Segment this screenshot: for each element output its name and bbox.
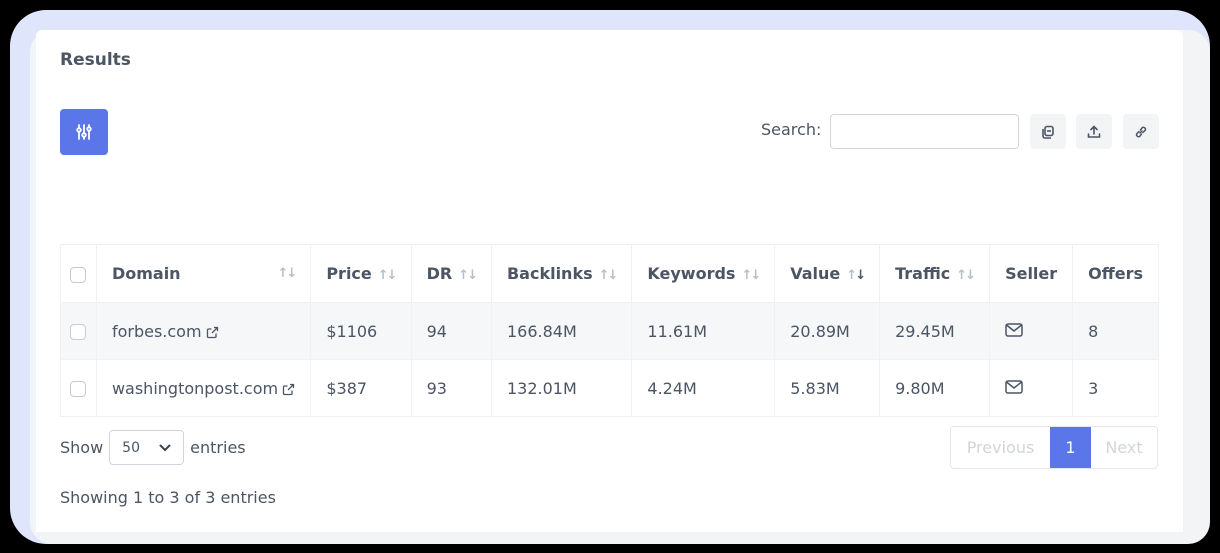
mail-icon[interactable] [1005, 379, 1023, 394]
sliders-icon [76, 124, 92, 140]
external-link-icon[interactable] [206, 326, 219, 339]
dr-cell: 93 [410, 359, 492, 417]
external-link-icon[interactable] [282, 383, 295, 396]
sort-desc-icon: ↑↓ [846, 268, 866, 283]
domain-cell: washingtonpost.com [95, 359, 312, 417]
domain-link[interactable]: washingtonpost.com [111, 378, 279, 398]
sort-icon: ↑↓ [598, 268, 619, 283]
sort-icon: ↑↓ [458, 268, 478, 283]
row-checkbox[interactable] [70, 324, 87, 340]
page-size-control: Show 50 entries [60, 430, 246, 465]
dr-cell: 94 [410, 302, 492, 360]
chevron-down-icon [159, 444, 171, 451]
domain-cell: forbes.com [95, 302, 312, 360]
seller-cell [989, 359, 1074, 417]
domain-link[interactable]: forbes.com [111, 321, 202, 341]
price-cell: $1106 [310, 302, 412, 360]
results-table: Domain ↑↓ Price ↑↓ DR ↑↓ Backlinks ↑↓ Keywor… [60, 244, 1159, 417]
select-all-cell [60, 244, 97, 303]
table-info: Showing 1 to 3 of 3 entries [60, 488, 276, 507]
offers-cell: 8 [1072, 302, 1159, 360]
keywords-cell: 11.61M [631, 302, 776, 360]
col-offers: Offers [1072, 244, 1159, 303]
traffic-cell: 9.80M [879, 359, 991, 417]
link-icon [1135, 126, 1147, 137]
backlinks-cell: 166.84M [490, 302, 633, 360]
col-price[interactable]: Price ↑↓ [310, 244, 412, 303]
search-input[interactable] [830, 114, 1019, 149]
offers-cell: 3 [1072, 359, 1159, 417]
card-title: Results [60, 50, 131, 70]
search-label: Search: [761, 120, 822, 139]
export-icon [1087, 124, 1101, 138]
keywords-cell: 4.24M [631, 359, 776, 417]
mail-icon[interactable] [1005, 322, 1023, 337]
sort-icon: ↑↓ [741, 268, 761, 283]
col-seller: Seller [989, 244, 1074, 303]
seller-cell [989, 302, 1074, 360]
export-button[interactable] [1076, 114, 1112, 149]
col-value[interactable]: Value ↑↓ [774, 244, 881, 303]
next-button[interactable]: Next [1105, 438, 1143, 457]
col-domain[interactable]: Domain ↑↓ [95, 244, 312, 303]
filter-button[interactable] [60, 109, 108, 155]
price-cell: $387 [310, 359, 412, 417]
copy-icon [1042, 125, 1054, 139]
pagination: Previous 1 Next [950, 426, 1158, 469]
select-all-checkbox[interactable] [70, 266, 87, 283]
backlinks-cell: 132.01M [490, 359, 633, 417]
table-header-row: Domain ↑↓ Price ↑↓ DR ↑↓ Backlinks ↑↓ Keywor… [60, 244, 1159, 303]
entries-label: entries [190, 438, 246, 457]
value-cell: 20.89M [774, 302, 881, 360]
previous-button[interactable]: Previous [966, 438, 1035, 457]
col-keywords[interactable]: Keywords ↑↓ [631, 244, 776, 303]
results-card: Results Search: Domain ↑↓ Price ↑↓ DR ↑↓ [36, 30, 1183, 532]
sort-icon: ↑↓ [377, 268, 398, 283]
link-button[interactable] [1123, 114, 1159, 149]
col-traffic[interactable]: Traffic ↑↓ [879, 244, 991, 303]
row-checkbox[interactable] [70, 381, 87, 397]
table-row: washingtonpost.com $387 93 132.01M 4.24M… [60, 359, 1159, 417]
show-label: Show [60, 438, 104, 457]
col-backlinks[interactable]: Backlinks ↑↓ [490, 244, 633, 303]
table-row: forbes.com $1106 94 166.84M 11.61M 20.89… [60, 302, 1159, 360]
sort-icon: ↑↓ [277, 266, 298, 281]
value-cell: 5.83M [774, 359, 881, 417]
sort-icon: ↑↓ [956, 268, 976, 283]
page-size-select[interactable]: 50 [109, 430, 185, 465]
copy-button[interactable] [1030, 114, 1066, 149]
traffic-cell: 29.45M [879, 302, 991, 360]
page-1-button[interactable]: 1 [1050, 427, 1091, 468]
col-dr[interactable]: DR ↑↓ [410, 244, 492, 303]
